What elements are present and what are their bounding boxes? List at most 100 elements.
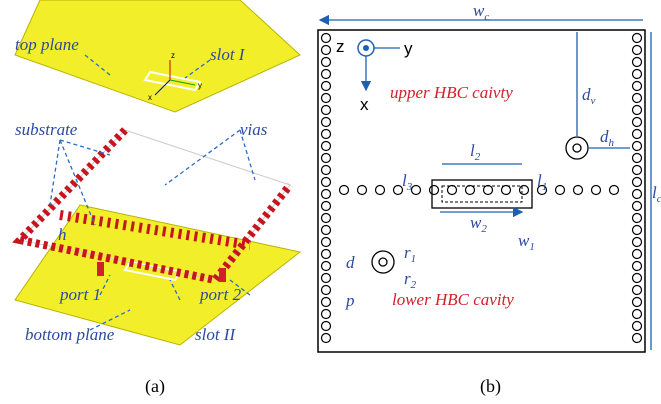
via xyxy=(502,186,511,195)
port-inner xyxy=(573,144,581,152)
via xyxy=(574,186,583,195)
dimension-subscript: 1 xyxy=(411,253,417,265)
via xyxy=(633,214,642,223)
panel-b: z y x upper HBC caivty lower HBC cavity … xyxy=(318,1,661,397)
via xyxy=(322,34,331,43)
dimension-symbol: w xyxy=(473,1,485,20)
via xyxy=(322,250,331,259)
via xyxy=(340,186,349,195)
dimension-symbol: w xyxy=(470,213,482,232)
via xyxy=(322,94,331,103)
via xyxy=(322,46,331,55)
via xyxy=(633,130,642,139)
dimension-label: d xyxy=(346,253,355,272)
port-1-pin xyxy=(97,262,104,276)
via xyxy=(633,250,642,259)
via xyxy=(376,186,385,195)
coord-x: x xyxy=(360,95,369,114)
via xyxy=(322,190,331,199)
via xyxy=(322,166,331,175)
dimension-subscript: v xyxy=(591,95,596,107)
dimension-subscript: 2 xyxy=(481,223,487,235)
via xyxy=(466,186,475,195)
via xyxy=(633,34,642,43)
via xyxy=(322,70,331,79)
via xyxy=(633,202,642,211)
via xyxy=(322,226,331,235)
via xyxy=(633,334,642,343)
port-inner xyxy=(379,258,387,266)
dimension-label: r2 xyxy=(404,269,417,291)
via xyxy=(358,186,367,195)
via xyxy=(322,178,331,187)
dimension-label: dv xyxy=(582,85,596,107)
dimension-label: l2 xyxy=(470,141,481,163)
via xyxy=(322,130,331,139)
via xyxy=(633,274,642,283)
panel-a: z y x top plane slot I substrate vias h … xyxy=(15,0,300,397)
via xyxy=(430,186,439,195)
port-outer xyxy=(566,137,588,159)
label: top plane xyxy=(15,35,79,54)
via xyxy=(412,186,421,195)
via xyxy=(520,186,529,195)
via xyxy=(322,82,331,91)
via xyxy=(556,186,565,195)
via xyxy=(322,142,331,151)
via xyxy=(322,238,331,247)
via xyxy=(633,46,642,55)
via xyxy=(592,186,601,195)
dimension-symbol: w xyxy=(518,231,530,250)
via xyxy=(633,70,642,79)
via xyxy=(633,286,642,295)
label: bottom plane xyxy=(25,325,115,344)
via xyxy=(322,286,331,295)
dimension-label: dh xyxy=(600,127,615,149)
label: port 1 xyxy=(59,285,101,304)
dimension-subscript: h xyxy=(609,137,615,149)
label: vias xyxy=(240,120,268,139)
via xyxy=(633,190,642,199)
via xyxy=(633,298,642,307)
dimension-subscript: 3 xyxy=(406,181,413,193)
via xyxy=(484,186,493,195)
dimension-label: w1 xyxy=(518,231,535,253)
dimension-subscript: 2 xyxy=(411,279,417,291)
coord-z: z xyxy=(336,37,345,56)
label: slot II xyxy=(195,325,236,344)
dimension-subscript: 2 xyxy=(475,151,481,163)
port-2-pin xyxy=(219,268,226,282)
label: substrate xyxy=(15,120,78,139)
dimension-subscript: c xyxy=(657,193,661,205)
via xyxy=(633,94,642,103)
via xyxy=(633,238,642,247)
via xyxy=(633,82,642,91)
label: port 2 xyxy=(199,285,242,304)
dimension-symbol: p xyxy=(345,291,355,310)
dimension-subscript: 1 xyxy=(542,181,548,193)
axis-y-label: y xyxy=(198,81,202,90)
via xyxy=(322,106,331,115)
via xyxy=(633,154,642,163)
dimension-label: lc xyxy=(652,183,661,205)
via xyxy=(322,118,331,127)
via xyxy=(322,322,331,331)
caption: (b) xyxy=(480,376,501,397)
via xyxy=(633,142,642,151)
via xyxy=(322,214,331,223)
dimension-symbol: d xyxy=(346,253,355,272)
via xyxy=(633,262,642,271)
via xyxy=(633,106,642,115)
dimension-label: w2 xyxy=(470,213,487,235)
lower-cavity-label: lower HBC cavity xyxy=(392,290,514,309)
dimension-label: p xyxy=(345,291,355,310)
dimension-subscript: c xyxy=(484,11,489,23)
via xyxy=(322,298,331,307)
via xyxy=(322,202,331,211)
via xyxy=(633,322,642,331)
figure: z y x top plane slot I substrate vias h … xyxy=(0,0,661,404)
via xyxy=(610,186,619,195)
via xyxy=(448,186,457,195)
axis-z-label: z xyxy=(171,51,175,60)
axis-x-label: x xyxy=(148,93,152,102)
